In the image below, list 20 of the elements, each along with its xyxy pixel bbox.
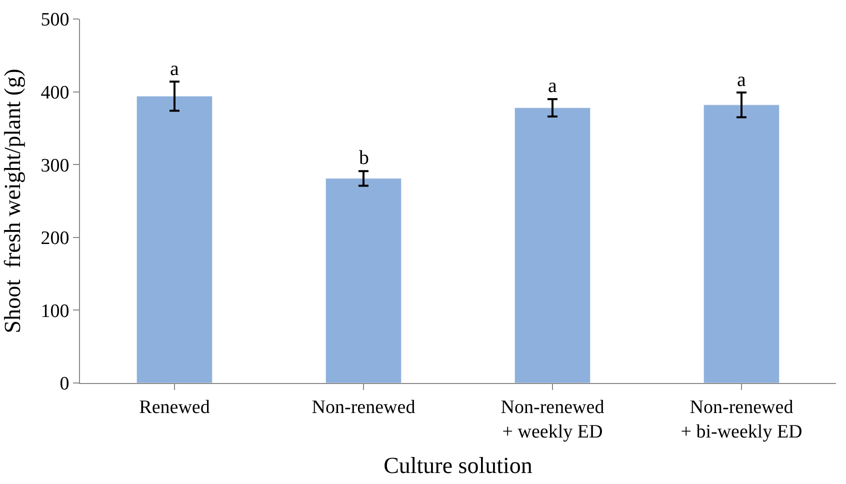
x-tick-label: Renewed [139,396,210,418]
bar [136,96,213,383]
annotation: a [737,69,746,91]
x-tick-label: Non-renewed [312,396,416,418]
y-tick-label: 200 [40,228,70,250]
y-tick-label: 300 [40,155,70,176]
annotation: a [548,75,557,97]
bar [514,108,591,383]
y-tick-label: 0 [60,374,70,395]
x-axis-title: Culture solution [384,453,533,478]
annotation: b [359,147,369,169]
y-axis-title: Shoot fresh weight/plant (g) [0,68,25,334]
bar [703,104,780,383]
x-tick-label: Non-renewed + weekly ED [500,396,605,442]
annotation: a [170,58,179,80]
y-tick-label: 500 [40,10,70,31]
bar [325,178,402,383]
y-tick-label: 400 [40,82,70,104]
x-tick-label: Non-renewed + bi-weekly ED [680,396,802,442]
y-tick-label: 100 [40,300,70,322]
